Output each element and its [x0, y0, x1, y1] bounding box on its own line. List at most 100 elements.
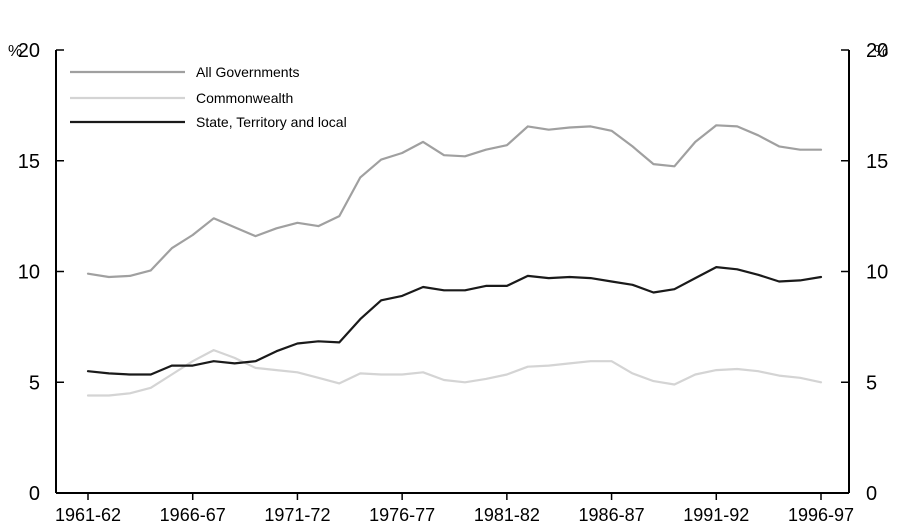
x-tick-label: 1986-87: [579, 505, 645, 525]
data-point: [799, 377, 801, 379]
data-point: [254, 360, 257, 363]
x-tick-label: 1976-77: [369, 505, 435, 525]
right-y-tick-label: 15: [866, 151, 888, 173]
data-point: [506, 285, 508, 287]
data-point: [820, 276, 822, 278]
data-point: [275, 350, 278, 353]
data-point: [506, 373, 508, 376]
data-point: [212, 217, 215, 220]
left-y-tick-label: 20: [18, 40, 40, 62]
data-point: [380, 158, 383, 161]
right-y-tick-label: 0: [866, 483, 877, 505]
left-y-tick-label: 5: [29, 372, 40, 394]
data-point: [401, 373, 403, 376]
legend-label: State, Territory and local: [196, 114, 347, 130]
data-point: [233, 362, 236, 365]
data-point: [527, 365, 529, 368]
data-point: [610, 360, 613, 363]
data-point: [401, 152, 403, 154]
data-point: [673, 165, 676, 168]
data-point: [296, 371, 299, 374]
data-point: [464, 155, 466, 158]
data-point: [778, 280, 780, 283]
right-unit-label: %: [874, 43, 888, 60]
data-point: [150, 387, 152, 389]
series-line-0: [86, 124, 823, 279]
data-point: [233, 226, 236, 228]
data-point: [191, 360, 194, 363]
data-point: [589, 360, 592, 363]
data-point: [317, 377, 320, 379]
legend-label: Commonwealth: [196, 90, 293, 106]
data-point: [108, 394, 110, 397]
data-point: [673, 383, 676, 386]
data-point: [233, 357, 236, 359]
x-tick-label: 1991-92: [683, 505, 749, 525]
x-tick-label: 1971-72: [264, 505, 330, 525]
data-point: [443, 379, 445, 381]
left-y-tick-label: 15: [18, 151, 40, 173]
data-point: [338, 382, 341, 385]
data-point: [652, 163, 655, 165]
data-point: [631, 145, 634, 148]
data-point: [212, 360, 215, 363]
data-point: [129, 392, 131, 395]
x-ticks-group: 1961-62 1966-67 1971-72 1976-77 1981-82 1986-…: [55, 493, 854, 525]
right-y-tick-label: 20: [866, 40, 888, 62]
data-point: [715, 124, 718, 127]
data-point: [443, 154, 445, 156]
data-point: [359, 176, 362, 179]
data-point: [171, 247, 173, 249]
series-group: [86, 124, 823, 397]
data-point: [191, 364, 194, 367]
data-point: [715, 266, 718, 268]
x-tick-label: 1961-62: [55, 505, 121, 525]
data-point: [820, 148, 822, 151]
data-point: [212, 349, 215, 351]
right-y-tick-label: 10: [866, 262, 888, 284]
data-point: [108, 372, 110, 375]
data-point: [443, 289, 445, 292]
data-point: [338, 341, 341, 344]
data-point: [715, 369, 718, 371]
data-point: [673, 288, 676, 291]
data-point: [87, 394, 89, 397]
data-point: [589, 277, 592, 279]
x-tick-label: 1996-97: [788, 505, 854, 525]
data-point: [359, 372, 362, 375]
data-point: [757, 274, 759, 276]
data-point: [296, 342, 299, 345]
data-point: [506, 144, 508, 146]
y-ticks-group: 0 0 5 5 10 10 15 15 20 20: [18, 40, 889, 505]
data-point: [568, 362, 571, 365]
data-point: [191, 234, 194, 236]
data-point: [736, 125, 738, 128]
data-point: [799, 279, 801, 282]
data-point: [464, 289, 466, 292]
data-point: [87, 272, 89, 275]
data-point: [652, 291, 655, 294]
data-point: [652, 380, 655, 382]
data-point: [736, 268, 738, 271]
data-point: [485, 378, 487, 380]
legend-label: All Governments: [196, 64, 299, 80]
data-point: [422, 371, 424, 374]
data-point: [338, 215, 341, 217]
data-point: [254, 367, 257, 369]
data-point: [380, 373, 383, 376]
series-line-2: [86, 266, 823, 376]
x-tick-label: 1966-67: [160, 505, 226, 525]
data-point: [150, 373, 152, 376]
data-point: [778, 145, 780, 148]
data-point: [527, 275, 529, 277]
data-point: [296, 222, 299, 224]
data-point: [129, 275, 131, 277]
data-point: [359, 318, 362, 320]
data-point: [757, 370, 759, 373]
data-point: [150, 269, 152, 272]
data-point: [568, 126, 571, 129]
data-point: [485, 148, 487, 151]
data-point: [694, 141, 697, 143]
data-point: [610, 280, 613, 283]
